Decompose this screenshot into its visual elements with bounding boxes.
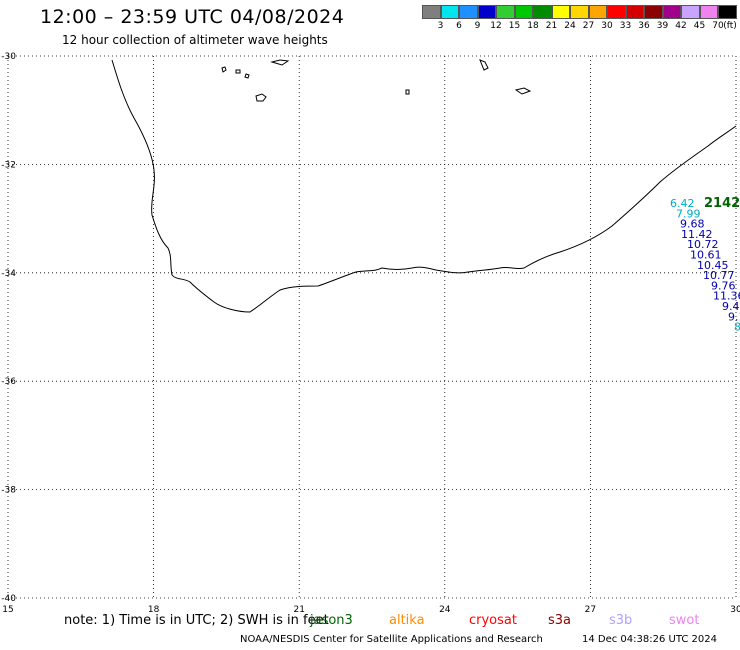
colorbar-swatch: [496, 5, 515, 19]
colorbar-swatch: [459, 5, 478, 19]
colorbar-swatch: [662, 5, 681, 19]
marion-prince-edward-islands: [221, 59, 532, 102]
legend-item-swot: swot: [669, 613, 700, 628]
colorbar-swatch: [644, 5, 663, 19]
colorbar-label: 27: [582, 21, 595, 31]
colorbar-label: 39: [656, 21, 669, 31]
lon-tick-label: 30: [730, 605, 740, 615]
track-pass-label: 2142: [704, 196, 740, 211]
colorbar-swatch: [699, 5, 718, 19]
lat-tick-label: -34: [1, 269, 16, 279]
wave-height-value: 11.36: [713, 290, 740, 303]
colorbar-label: 30: [601, 21, 613, 31]
wave-height-value: 7.99: [676, 207, 701, 220]
graticule: [7, 55, 737, 599]
colorbar-swatch: [422, 5, 441, 19]
colorbar-label: 36: [638, 21, 650, 31]
lon-tick-label: 27: [585, 605, 596, 615]
lon-tick-label: 15: [2, 605, 13, 615]
lon-tick-label: 21: [293, 605, 304, 615]
colorbar-label: 3: [437, 21, 444, 31]
generated-timestamp: 14 Dec 04:38:26 UTC 2024: [582, 634, 717, 645]
wave-height-value: 10.72: [687, 238, 719, 251]
colorbar-label: 18: [527, 21, 539, 31]
lat-tick-label: -36: [1, 377, 16, 387]
colorbar-swatch: [440, 5, 459, 19]
wave-height-value: 9.1: [728, 310, 740, 323]
lon-tick-label: 18: [148, 605, 160, 615]
wave-height-value: 10.61: [690, 249, 722, 262]
colorbar-label: 6: [456, 21, 462, 31]
colorbar-swatch: [551, 5, 570, 19]
lon-tick-label: 24: [439, 605, 451, 615]
lat-tick-label: -40: [1, 594, 16, 604]
colorbar-label: 70: [712, 21, 724, 31]
legend-item-cryosat: cryosat: [469, 613, 517, 628]
altimeter-track: 2142 6.427.999.6811.4210.7210.6110.4510.7…: [670, 196, 740, 334]
colorbar-label: 42: [675, 21, 687, 31]
colorbar-label: 21: [545, 21, 558, 31]
colorbar-swatch: [718, 5, 737, 19]
colorbar-label: 15: [508, 21, 521, 31]
colorbar-swatch: [514, 5, 533, 19]
axis-ticks: 15 18 21 24 27 30 -30 -32 -34 -36 -38 -40: [1, 52, 740, 615]
colorbar: [422, 5, 737, 19]
lat-tick-label: -32: [1, 160, 16, 170]
wave-height-value: 9.76: [711, 279, 736, 292]
legend-item-altika: altika: [389, 613, 425, 628]
wave-height-value: 6.42: [670, 197, 695, 210]
colorbar-label: 24: [564, 21, 576, 31]
colorbar-label: 45: [693, 21, 706, 31]
lat-tick-label: -38: [1, 486, 16, 496]
wave-height-value: 10.77: [703, 269, 735, 282]
colorbar-swatch: [570, 5, 589, 19]
colorbar-labels: 3 6 9 12 15 18 21 24 27 30 33 36 39 42 45 70 (ft): [422, 21, 740, 33]
colorbar-label: 12: [490, 21, 502, 31]
legend-item-jason3: jason3: [310, 613, 353, 628]
colorbar-swatch: [477, 5, 496, 19]
colorbar-swatch: [625, 5, 644, 19]
legend-item-s3b: s3b: [609, 613, 633, 628]
wave-height-value: 9.68: [680, 218, 705, 231]
colorbar-unit: (ft): [723, 21, 737, 31]
colorbar-label: 9: [474, 21, 481, 31]
map-subtitle: 12 hour collection of altimeter wave hei…: [62, 33, 328, 47]
credit-text: NOAA/NESDIS Center for Satellite Applica…: [240, 634, 543, 645]
lat-tick-label: -30: [1, 52, 16, 62]
wave-height-value: 8: [734, 321, 740, 334]
colorbar-swatch: [607, 5, 626, 19]
wave-height-value: 10.45: [697, 259, 729, 272]
legend-item-s3a: s3a: [548, 613, 572, 628]
colorbar-swatch: [681, 5, 700, 19]
wave-height-value: 9.4: [722, 300, 740, 313]
footer-note: note: 1) Time is in UTC; 2) SWH is in fe…: [64, 613, 329, 628]
colorbar-label: 33: [619, 21, 632, 31]
wave-height-value: 11.42: [681, 228, 713, 241]
south-africa-coastline: [111, 59, 737, 313]
colorbar-swatch: [588, 5, 607, 19]
colorbar-swatch: [533, 5, 552, 19]
map-title: 12:00 – 23:59 UTC 04/08/2024: [40, 6, 345, 28]
